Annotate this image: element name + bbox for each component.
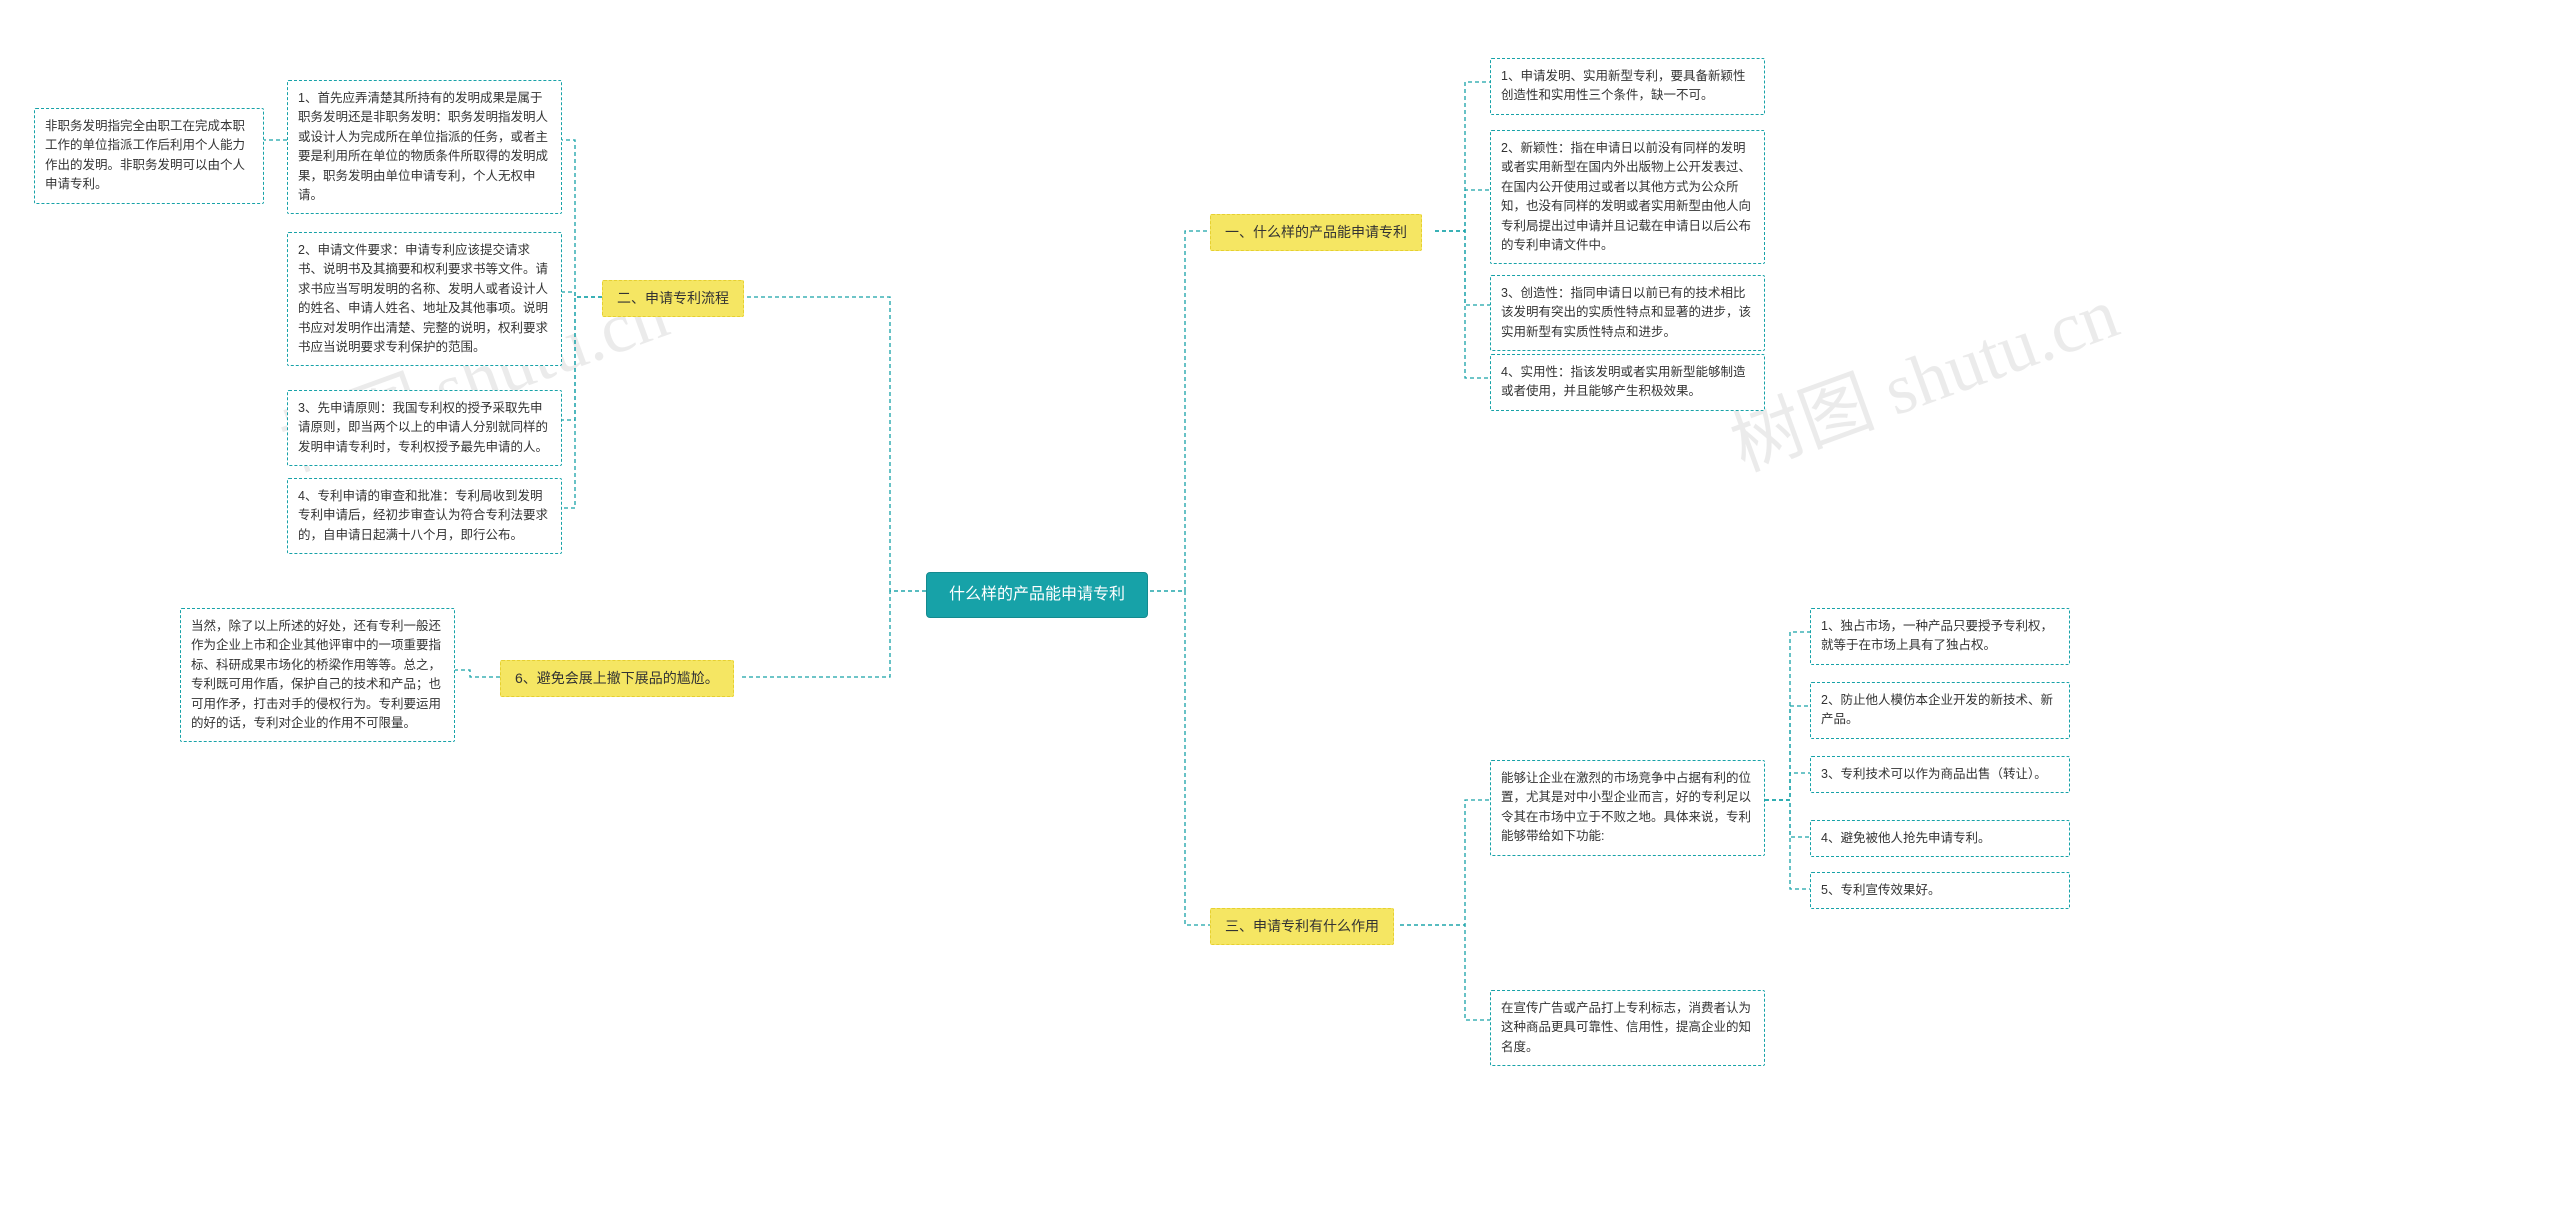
leaf-r1-2: 2、新颖性：指在申请日以前没有同样的发明或者实用新型在国内外出版物上公开发表过、… [1490, 130, 1765, 264]
leaf-r3-1-4: 4、避免被他人抢先申请专利。 [1810, 820, 2070, 857]
branch-l2: 二、申请专利流程 [602, 280, 744, 317]
leaf-l2-1-1: 非职务发明指完全由职工在完成本职工作的单位指派工作后利用个人能力作出的发明。非职… [34, 108, 264, 204]
branch-r3: 三、申请专利有什么作用 [1210, 908, 1394, 945]
leaf-l2-3: 3、先申请原则：我国专利权的授予采取先申请原则，即当两个以上的申请人分别就同样的… [287, 390, 562, 466]
leaf-r1-4: 4、实用性：指该发明或者实用新型能够制造或者使用，并且能够产生积极效果。 [1490, 354, 1765, 411]
leaf-r3-1-5: 5、专利宣传效果好。 [1810, 872, 2070, 909]
leaf-l2-2: 2、申请文件要求：申请专利应该提交请求书、说明书及其摘要和权利要求书等文件。请求… [287, 232, 562, 366]
leaf-r3-1-2: 2、防止他人模仿本企业开发的新技术、新产品。 [1810, 682, 2070, 739]
leaf-l2-1: 1、首先应弄清楚其所持有的发明成果是属于职务发明还是非职务发明：职务发明指发明人… [287, 80, 562, 214]
branch-l6: 6、避免会展上撤下展品的尴尬。 [500, 660, 734, 697]
leaf-r3-1-3: 3、专利技术可以作为商品出售（转让）。 [1810, 756, 2070, 793]
branch-r1: 一、什么样的产品能申请专利 [1210, 214, 1422, 251]
leaf-r3-2: 在宣传广告或产品打上专利标志，消费者认为这种商品更具可靠性、信用性，提高企业的知… [1490, 990, 1765, 1066]
leaf-r1-1: 1、申请发明、实用新型专利，要具备新颖性创造性和实用性三个条件，缺一不可。 [1490, 58, 1765, 115]
leaf-r3-1-1: 1、独占市场，一种产品只要授予专利权，就等于在市场上具有了独占权。 [1810, 608, 2070, 665]
leaf-l6-1: 当然，除了以上所述的好处，还有专利一般还作为企业上市和企业其他评审中的一项重要指… [180, 608, 455, 742]
leaf-r1-3: 3、创造性：指同申请日以前已有的技术相比该发明有突出的实质性特点和显著的进步，该… [1490, 275, 1765, 351]
watermark-2: 树图 shutu.cn [1714, 254, 2130, 491]
leaf-r3-1: 能够让企业在激烈的市场竞争中占据有利的位置，尤其是对中小型企业而言，好的专利足以… [1490, 760, 1765, 856]
root-node: 什么样的产品能申请专利 [926, 572, 1148, 618]
leaf-l2-4: 4、专利申请的审查和批准：专利局收到发明专利申请后，经初步审查认为符合专利法要求… [287, 478, 562, 554]
